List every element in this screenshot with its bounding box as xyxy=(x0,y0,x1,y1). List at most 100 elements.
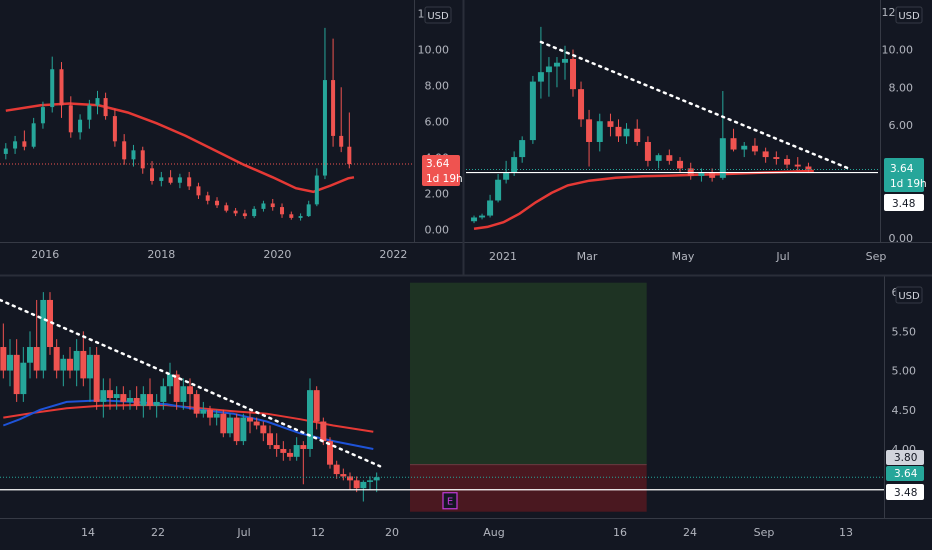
top-right-time-axis[interactable]: 2021 Mar May Jul Sep xyxy=(464,242,932,264)
top-left-currency-label: USD xyxy=(427,11,449,22)
bottom-candle-body xyxy=(47,299,53,348)
top-left-candle-body xyxy=(40,107,45,124)
top-right-candle-body xyxy=(607,121,614,127)
top-right-candle xyxy=(709,168,716,182)
top-left-candle-body xyxy=(103,98,108,117)
top-left-currency-badge[interactable]: USD xyxy=(424,6,452,24)
top-left-candle-body xyxy=(261,203,266,209)
top-right-candle-body xyxy=(570,58,577,90)
top-right-candle xyxy=(655,153,662,169)
top-left-candle-body xyxy=(233,210,238,214)
bottom-candle-body xyxy=(373,477,380,481)
bottom-candle-body xyxy=(360,481,367,489)
bottom-plot-area[interactable]: E xyxy=(0,282,884,512)
bottom-y-tick-label: 5.50 xyxy=(892,325,917,338)
top-right-candle-body xyxy=(537,72,544,82)
top-right-candle xyxy=(784,155,791,169)
bottom-candle xyxy=(267,425,273,449)
top-right-candle-body xyxy=(709,172,716,178)
top-left-candle xyxy=(314,168,319,207)
bottom-candle-body xyxy=(260,425,267,434)
bottom-x-tick-label: Aug xyxy=(483,526,504,539)
bottom-candle xyxy=(180,378,187,410)
bottom-candle xyxy=(333,460,340,479)
bottom-candle-body xyxy=(73,350,80,371)
top-left-moving-average-line xyxy=(5,102,355,194)
top-left-candle-body xyxy=(314,175,319,205)
bottom-candle xyxy=(173,370,180,410)
top-left-last-price-badge: 3.64 1d 19h xyxy=(422,155,463,186)
bottom-candle xyxy=(280,441,287,461)
top-right-candle-body xyxy=(586,119,593,142)
bottom-candle-body xyxy=(60,358,67,371)
bottom-candle xyxy=(200,401,207,418)
top-left-plot-area[interactable] xyxy=(0,27,412,221)
top-right-candle xyxy=(561,45,568,80)
top-right-currency-badge[interactable]: USD xyxy=(895,6,923,24)
top-right-support-badge: 3.48 xyxy=(884,194,924,211)
bottom-candle-body xyxy=(220,413,227,434)
bottom-candle-body xyxy=(200,409,207,414)
top-left-candle xyxy=(103,92,108,120)
bottom-y-tick-label: 4.50 xyxy=(892,404,917,417)
bottom-x-tick-label: 13 xyxy=(839,526,853,539)
top-left-time-axis[interactable]: 2016 2018 2020 2022 xyxy=(0,242,463,262)
top-right-candle-body xyxy=(615,126,622,137)
bottom-last-price-label: 3.64 xyxy=(894,468,918,480)
bottom-earnings-marker-box xyxy=(442,492,458,510)
top-left-candle xyxy=(261,200,266,212)
panel-bottom[interactable]: E 3.504.004.505.005.506.00 1422Jul1220Au… xyxy=(0,276,932,539)
top-left-candle-body xyxy=(95,98,100,106)
top-left-candle-body xyxy=(322,80,327,176)
bottom-candle-body xyxy=(273,445,280,449)
bottom-candle-body xyxy=(7,354,13,371)
bottom-candle-body xyxy=(127,398,133,402)
bottom-candle-body xyxy=(93,354,100,402)
bottom-x-tick-label: Jul xyxy=(236,526,250,539)
bottom-profit-zone xyxy=(410,282,647,465)
top-left-candle xyxy=(280,203,285,218)
bottom-candle-body xyxy=(180,386,187,402)
bottom-candle xyxy=(340,468,347,481)
top-right-candle-body xyxy=(553,62,560,67)
top-right-y-tick-label: 8.00 xyxy=(889,81,914,94)
top-left-candle xyxy=(150,161,155,185)
bottom-candle xyxy=(33,299,40,379)
top-left-candle-body xyxy=(196,186,201,196)
bottom-candle-body xyxy=(133,398,140,406)
top-right-candle-body xyxy=(503,172,510,180)
top-right-last-price-label: 3.64 xyxy=(890,163,914,175)
top-left-candle xyxy=(87,99,92,129)
top-right-candle-body xyxy=(578,89,585,120)
top-left-candle xyxy=(233,207,238,217)
bottom-currency-badge[interactable]: USD xyxy=(895,286,923,304)
top-right-candle xyxy=(570,49,577,97)
top-left-candle xyxy=(270,198,275,211)
bottom-candle-body xyxy=(353,480,360,489)
top-left-candle xyxy=(298,213,303,221)
top-right-candle xyxy=(586,109,593,167)
bottom-x-tick-label: 14 xyxy=(81,526,95,539)
top-right-candle-body xyxy=(666,155,673,161)
bottom-candle xyxy=(107,378,113,410)
top-right-candle-body xyxy=(784,158,791,165)
top-right-plot-area[interactable] xyxy=(466,26,878,231)
bottom-earnings-marker[interactable]: E xyxy=(442,492,458,510)
bottom-candle-body xyxy=(347,476,353,481)
bottom-candle xyxy=(347,472,353,490)
top-left-y-tick-label: 8.00 xyxy=(425,79,450,92)
top-left-candle-body xyxy=(270,203,275,208)
bottom-candle-body xyxy=(307,390,313,449)
bottom-candle-body xyxy=(327,441,333,465)
top-left-candle-body xyxy=(339,135,344,147)
top-right-candle-body xyxy=(698,172,705,176)
bottom-candle-body xyxy=(333,464,340,475)
bottom-x-tick-label: 12 xyxy=(311,526,325,539)
bottom-time-axis[interactable]: 14 22 Jul 12 20 Aug 16 24 Sep 13 xyxy=(0,518,932,540)
top-right-candle xyxy=(495,174,502,203)
bottom-candle xyxy=(227,413,233,438)
top-right-candle xyxy=(698,168,705,182)
top-left-candle-body xyxy=(177,177,182,183)
